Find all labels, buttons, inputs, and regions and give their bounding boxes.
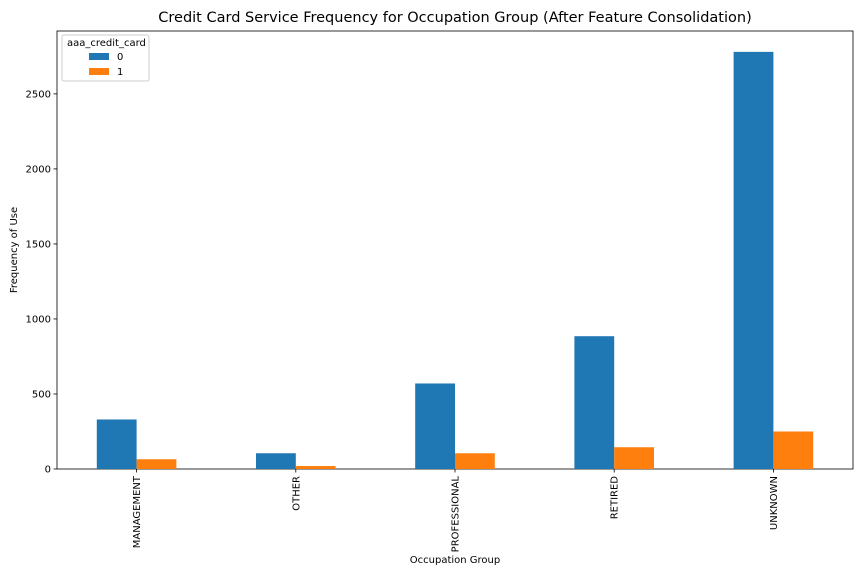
x-tick-label: OTHER	[291, 476, 302, 511]
bar-series-1-unknown	[773, 431, 814, 469]
legend-label-0: 0	[117, 52, 123, 63]
bar-series-0-management	[96, 419, 137, 469]
x-axis-label: Occupation Group	[410, 555, 500, 566]
bar-series-1-professional	[455, 453, 495, 469]
legend: aaa_credit_card 0 1	[61, 34, 150, 82]
y-tick-label: 2500	[26, 89, 51, 100]
y-tick-label: 2000	[26, 164, 51, 175]
y-tick-label: 0	[45, 465, 51, 476]
x-tick-label: MANAGEMENT	[132, 475, 143, 548]
y-tick-label: 1000	[26, 314, 51, 325]
legend-label-1: 1	[117, 67, 123, 78]
y-axis: 0 500 1000 1500 2000 2500	[26, 89, 57, 476]
y-tick-label: 500	[32, 389, 51, 400]
bar-series-0-other	[256, 453, 296, 469]
bar-series-1-retired	[614, 447, 654, 469]
legend-swatch-1	[89, 68, 109, 75]
y-tick-label: 1500	[26, 239, 51, 250]
legend-title: aaa_credit_card	[67, 38, 146, 49]
x-tick-label: PROFESSIONAL	[451, 476, 462, 553]
bar-series-0-unknown	[733, 51, 774, 469]
x-axis: MANAGEMENT OTHER PROFESSIONAL RETIRED UNKNOW…	[132, 469, 780, 552]
x-tick-label: UNKNOWN	[769, 476, 780, 530]
bar-series-1-other	[295, 465, 336, 469]
y-axis-label: Frequency of Use	[9, 207, 20, 293]
bar-series-0-professional	[415, 383, 455, 469]
legend-swatch-0	[89, 53, 109, 60]
bar-series-1-management	[136, 459, 177, 469]
chart-title: Credit Card Service Frequency for Occupa…	[158, 10, 751, 26]
x-tick-label: RETIRED	[610, 476, 621, 520]
bars	[96, 51, 814, 469]
bar-series-0-retired	[574, 336, 615, 469]
